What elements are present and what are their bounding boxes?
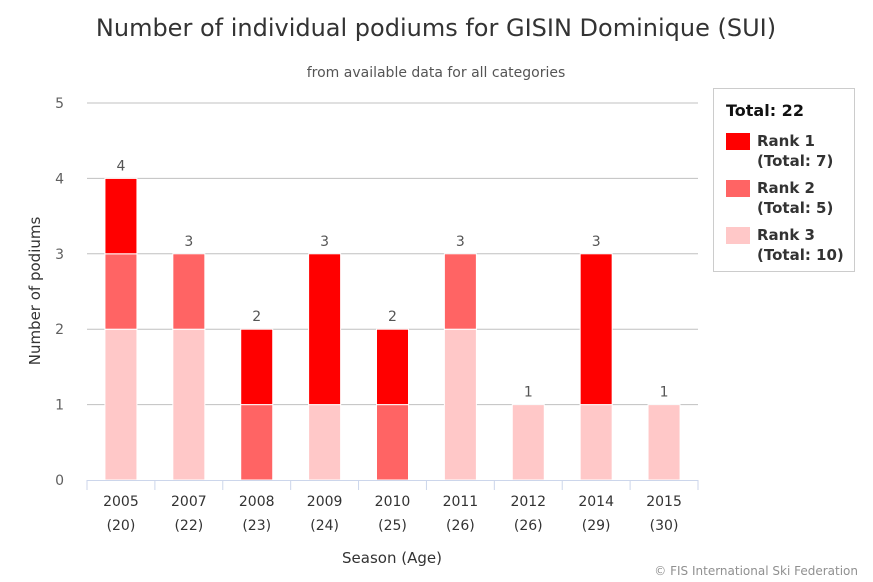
bar-rank-3 — [308, 404, 342, 481]
legend-item-rank-3[interactable]: Rank 3 (Total: 10) — [726, 225, 844, 265]
x-tick-age: (23) — [242, 518, 271, 534]
data-label: 4 — [116, 158, 125, 174]
data-label: 2 — [388, 309, 397, 325]
x-tick-age: (22) — [174, 518, 203, 534]
bar-rank-3 — [647, 404, 681, 481]
x-tick-age: (24) — [310, 518, 339, 534]
x-tick-age: (30) — [650, 518, 679, 534]
data-label: 2 — [252, 309, 261, 325]
bar-rank-2 — [240, 404, 274, 481]
x-tick-season: 2010 — [375, 494, 411, 510]
bar-rank-1 — [240, 328, 274, 406]
data-label: 3 — [592, 234, 601, 250]
bar-rank-1 — [376, 328, 409, 406]
bar-rank-3 — [579, 404, 613, 481]
y-axis-title: Number of podiums — [26, 217, 44, 366]
legend-label: Rank 2 — [757, 179, 815, 197]
bar-rank-1 — [579, 253, 613, 406]
credits-link[interactable]: © FIS International Ski Federation — [654, 564, 858, 578]
bar-rank-3 — [104, 328, 138, 481]
bar-rank-3 — [172, 328, 206, 481]
data-label: 1 — [660, 385, 669, 401]
data-label: 3 — [184, 234, 193, 250]
x-tick-season: 2009 — [307, 494, 343, 510]
legend-total: (Total: 7) — [757, 152, 834, 170]
y-tick-label: 1 — [55, 398, 64, 414]
legend-swatch-rank-2 — [726, 180, 750, 197]
x-tick-age: (29) — [582, 518, 611, 534]
bar-rank-3 — [511, 404, 545, 481]
bar-rank-1 — [104, 177, 138, 255]
legend-label: Rank 3 — [757, 226, 815, 244]
bar-rank-2 — [443, 253, 477, 330]
x-tick-season: 2012 — [510, 494, 546, 510]
x-tick-season: 2007 — [171, 494, 207, 510]
legend-item-rank-2[interactable]: Rank 2 (Total: 5) — [726, 178, 833, 218]
legend-total: (Total: 10) — [757, 246, 844, 264]
x-tick-season: 2011 — [443, 494, 479, 510]
x-axis-title: Season (Age) — [342, 549, 442, 567]
y-tick-label: 4 — [55, 171, 64, 187]
y-axis-ticks: 0 1 2 3 4 5 — [55, 96, 64, 489]
x-tick-season: 2005 — [103, 494, 139, 510]
y-tick-label: 3 — [55, 247, 64, 263]
x-tick-age: (20) — [107, 518, 136, 534]
data-labels: 4 3 2 3 2 3 1 3 1 — [116, 158, 668, 400]
y-tick-label: 0 — [55, 473, 64, 489]
x-tick-season: 2014 — [578, 494, 614, 510]
x-tick-season: 2008 — [239, 494, 275, 510]
legend-swatch-rank-3 — [726, 227, 750, 244]
bar-rank-1 — [308, 253, 342, 406]
bar-rank-2 — [104, 253, 138, 330]
data-label: 1 — [524, 385, 533, 401]
legend: Total: 22 Rank 1 (Total: 7) Rank 2 (Total:… — [713, 88, 855, 272]
x-tick-age: (26) — [514, 518, 543, 534]
bars — [104, 177, 681, 481]
y-tick-label: 5 — [55, 96, 64, 112]
legend-item-rank-1[interactable]: Rank 1 (Total: 7) — [726, 131, 833, 171]
legend-swatch-rank-1 — [726, 133, 750, 150]
x-tick-age: (26) — [446, 518, 475, 534]
y-tick-label: 2 — [55, 322, 64, 338]
bar-rank-2 — [376, 404, 409, 481]
chart-subtitle: from available data for all categories — [307, 65, 566, 81]
legend-title: Total: 22 — [726, 101, 804, 120]
x-tick-age: (25) — [378, 518, 407, 534]
legend-label: Rank 1 — [757, 132, 815, 150]
data-label: 3 — [320, 234, 329, 250]
x-axis: 2005 (20) 2007 (22) 2008 (23) 2009 (24) 2010 (25)… — [86, 480, 699, 534]
bar-rank-3 — [443, 328, 477, 481]
x-tick-season: 2015 — [646, 494, 682, 510]
data-label: 3 — [456, 234, 465, 250]
bar-rank-2 — [172, 253, 206, 330]
chart-title: Number of individual podiums for GISIN D… — [96, 14, 776, 42]
legend-total: (Total: 5) — [757, 199, 834, 217]
